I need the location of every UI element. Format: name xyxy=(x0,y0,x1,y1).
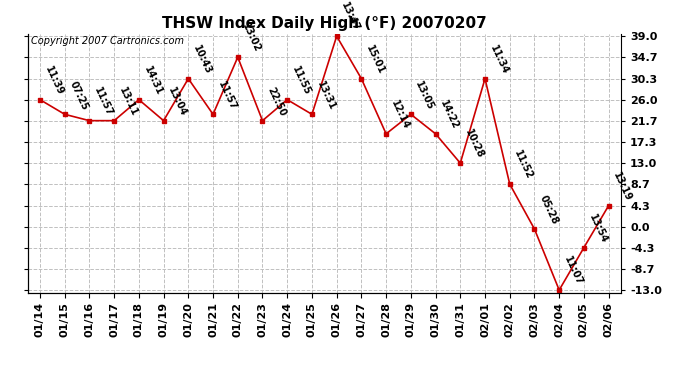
Text: 13:31: 13:31 xyxy=(315,79,337,111)
Text: 11:52: 11:52 xyxy=(513,149,535,182)
Text: 07:25: 07:25 xyxy=(68,79,90,111)
Text: 15:01: 15:01 xyxy=(364,44,386,76)
Text: 10:28: 10:28 xyxy=(463,128,485,160)
Text: 11:07: 11:07 xyxy=(562,255,584,287)
Text: 13:19: 13:19 xyxy=(611,171,633,203)
Text: Copyright 2007 Cartronics.com: Copyright 2007 Cartronics.com xyxy=(30,36,184,46)
Text: 13:11: 13:11 xyxy=(117,86,139,118)
Text: 11:34: 11:34 xyxy=(488,44,510,76)
Text: 22:50: 22:50 xyxy=(265,86,288,118)
Text: 10:43: 10:43 xyxy=(191,44,213,76)
Text: 11:57: 11:57 xyxy=(216,79,238,111)
Text: 05:28: 05:28 xyxy=(538,194,560,226)
Text: 11:57: 11:57 xyxy=(92,86,115,118)
Text: 13:54: 13:54 xyxy=(586,213,609,245)
Text: 13:02: 13:02 xyxy=(241,22,263,54)
Text: 11:39: 11:39 xyxy=(43,64,65,97)
Text: 14:31: 14:31 xyxy=(141,64,164,97)
Title: THSW Index Daily High (°F) 20070207: THSW Index Daily High (°F) 20070207 xyxy=(162,16,486,31)
Text: 13:47: 13:47 xyxy=(339,1,362,33)
Text: 14:22: 14:22 xyxy=(438,99,460,131)
Text: 13:04: 13:04 xyxy=(166,86,188,118)
Text: 13:05: 13:05 xyxy=(413,79,436,111)
Text: 12:14: 12:14 xyxy=(389,99,411,131)
Text: 11:55: 11:55 xyxy=(290,64,312,97)
